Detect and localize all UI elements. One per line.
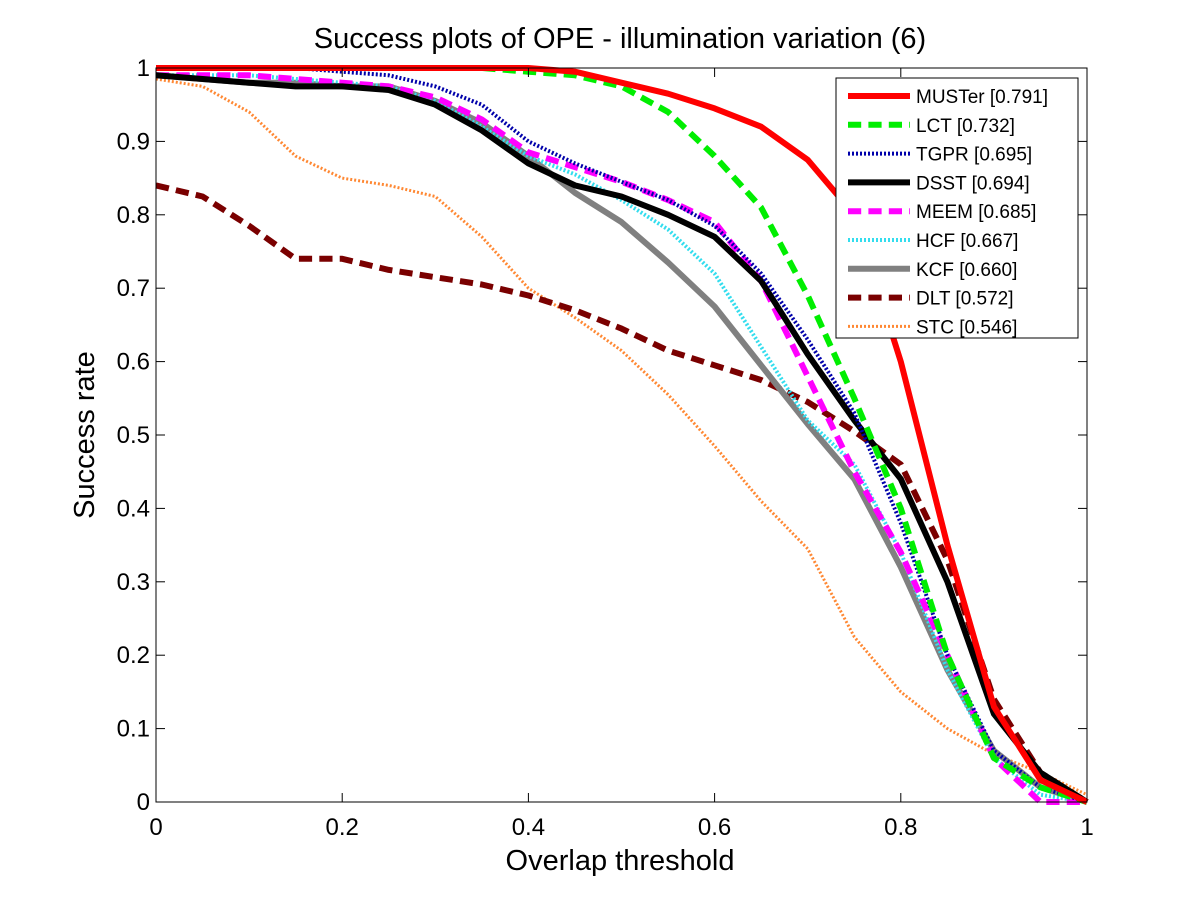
legend-entry-label: TGPR [0.695] [916, 145, 1032, 166]
y-tick-label: 0.5 [117, 422, 150, 449]
x-tick-label: 0.6 [698, 814, 731, 841]
y-tick-label: 0.7 [117, 275, 150, 302]
y-tick-label: 0.9 [117, 128, 150, 155]
y-tick-label: 0.8 [117, 202, 150, 229]
y-tick-label: 0.4 [117, 495, 150, 522]
y-tick-label: 1 [137, 55, 150, 82]
x-tick-label: 0 [149, 814, 162, 841]
series-line-meem [156, 72, 1087, 805]
series-line-dsst [155, 72, 1089, 805]
legend-entry-label: MEEM [0.685] [916, 202, 1036, 223]
x-axis: 0 0.2 0.4 0.6 0.8 1 [149, 68, 1094, 841]
x-tick-label: 1 [1080, 814, 1093, 841]
legend-entry-label: KCF [0.660] [916, 260, 1017, 281]
series-line-stc [155, 77, 1088, 797]
x-tick-label: 0.4 [512, 814, 545, 841]
legend-entry-label: LCT [0.732] [916, 116, 1015, 137]
legend-entry-label: STC [0.546] [916, 317, 1017, 338]
y-tick-label: 0 [137, 789, 150, 816]
y-tick-label: 0.3 [117, 569, 150, 596]
legend-entry-label: DLT [0.572] [916, 289, 1014, 310]
x-axis-label: Overlap threshold [506, 845, 735, 877]
y-axis-label: Success rate [69, 351, 101, 519]
y-tick-label: 0.2 [117, 642, 150, 669]
chart-title: Success plots of OPE - illumination vari… [314, 23, 926, 55]
legend: MUSTer [0.791] LCT [0.732] TGPR [0.695] DSS… [835, 77, 1079, 339]
legend-entry-label: HCF [0.667] [916, 231, 1018, 252]
x-tick-label: 0.2 [326, 814, 359, 841]
x-tick-label: 0.8 [884, 814, 917, 841]
legend-entry-label: DSST [0.694] [916, 173, 1030, 194]
y-tick-label: 0.6 [117, 349, 150, 376]
y-tick-label: 0.1 [117, 716, 150, 743]
series-line-dlt [155, 182, 1089, 805]
y-axis: 0 0.1 0.2 0.3 0.4 0.5 0.6 0.7 0.8 0.9 1 [117, 55, 1087, 816]
series-line-hcf [156, 73, 1088, 804]
legend-entry-label: MUSTer [0.791] [916, 87, 1048, 108]
